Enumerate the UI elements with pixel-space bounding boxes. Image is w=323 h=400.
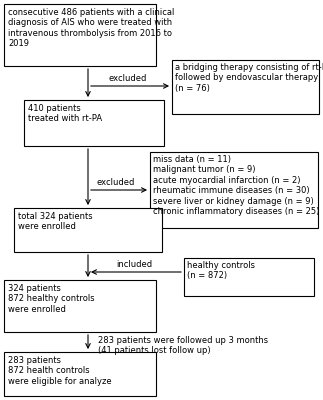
Text: 283 patients
872 health controls
were eligible for analyze: 283 patients 872 health controls were el… xyxy=(8,356,112,386)
FancyBboxPatch shape xyxy=(4,280,156,332)
Text: 410 patients
treated with rt-PA: 410 patients treated with rt-PA xyxy=(28,104,102,123)
FancyBboxPatch shape xyxy=(4,4,156,66)
Text: healthy controls
(n = 872): healthy controls (n = 872) xyxy=(187,261,255,280)
FancyBboxPatch shape xyxy=(4,352,156,396)
FancyBboxPatch shape xyxy=(172,60,319,114)
FancyBboxPatch shape xyxy=(24,100,164,146)
Text: excluded: excluded xyxy=(97,178,135,187)
Text: excluded: excluded xyxy=(109,74,147,83)
Text: included: included xyxy=(116,260,152,269)
FancyBboxPatch shape xyxy=(150,152,318,228)
FancyBboxPatch shape xyxy=(184,258,314,296)
Text: miss data (n = 11)
malignant tumor (n = 9)
acute myocardial infarction (n = 2)
r: miss data (n = 11) malignant tumor (n = … xyxy=(153,155,319,216)
Text: a bridging therapy consisting of rt-PA
followed by endovascular therapy
(n = 76): a bridging therapy consisting of rt-PA f… xyxy=(175,63,323,93)
Text: 283 patients were followed up 3 months
(41 patients lost follow up): 283 patients were followed up 3 months (… xyxy=(98,336,268,355)
Text: consecutive 486 patients with a clinical
diagnosis of AIS who were treated with
: consecutive 486 patients with a clinical… xyxy=(8,8,174,48)
FancyBboxPatch shape xyxy=(14,208,162,252)
Text: 324 patients
872 healthy controls
were enrolled: 324 patients 872 healthy controls were e… xyxy=(8,284,95,314)
Text: total 324 patients
were enrolled: total 324 patients were enrolled xyxy=(18,212,93,231)
